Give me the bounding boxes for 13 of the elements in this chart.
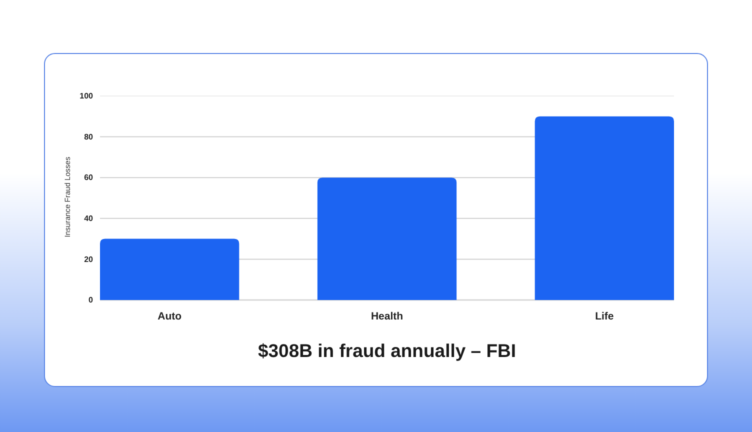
text: $308B in fraud annually – FBI	[258, 340, 516, 361]
y-tick-label: 0	[88, 296, 94, 305]
y-tick-label: 20	[84, 254, 94, 264]
bar	[100, 238, 240, 300]
x-tick-label: Auto	[158, 310, 182, 322]
x-tick-label: Life	[595, 310, 614, 322]
y-tick-label: 80	[84, 132, 94, 142]
bar	[317, 178, 457, 300]
y-tick-label: 60	[84, 173, 94, 182]
x-tick-label: Health	[370, 310, 404, 322]
bar	[534, 116, 674, 300]
y-tick-label: 40	[84, 214, 94, 223]
y-tick-label: 100	[80, 92, 94, 101]
